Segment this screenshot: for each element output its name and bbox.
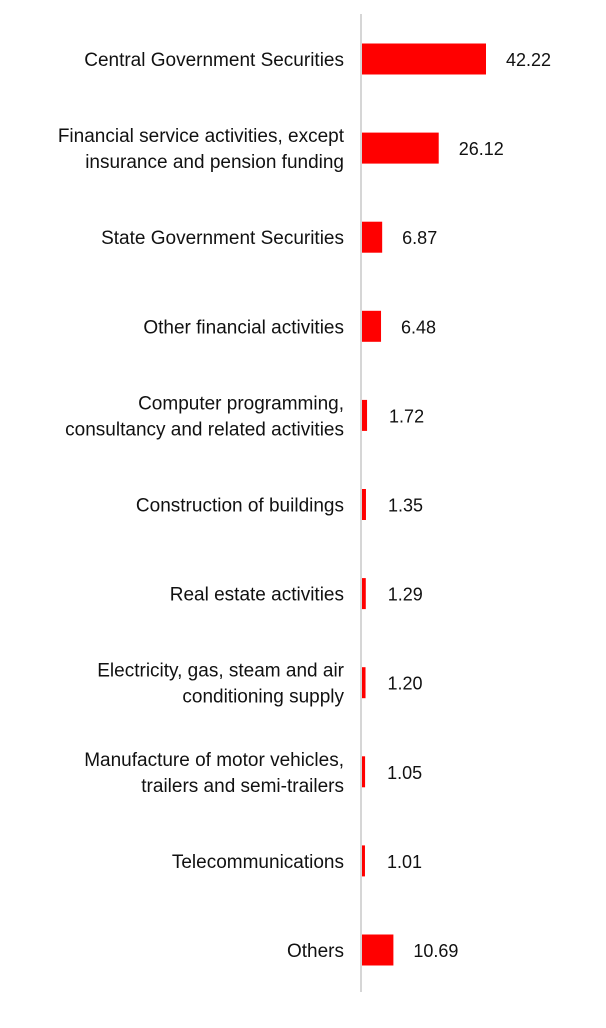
bar-6 [362, 578, 366, 610]
data-label-6: 1.29 [388, 585, 423, 605]
category-label-10: Others [287, 941, 344, 962]
bar-7 [362, 667, 366, 699]
data-label-2: 6.87 [402, 228, 437, 248]
data-label-0: 42.22 [506, 50, 551, 70]
bar-3 [362, 310, 382, 342]
category-label-4-line-1: consultancy and related activities [65, 419, 344, 440]
category-label-1-line-1: insurance and pension funding [85, 152, 344, 173]
bar-8 [362, 756, 366, 788]
bar-2 [362, 221, 383, 253]
category-label-8-line-1: trailers and semi-trailers [141, 776, 344, 797]
data-label-10: 10.69 [413, 941, 458, 961]
category-label-6: Real estate activities [170, 585, 344, 606]
data-label-1: 26.12 [459, 139, 504, 159]
category-label-7-line-0: Electricity, gas, steam and air [97, 661, 344, 682]
data-label-9: 1.01 [387, 852, 422, 872]
category-label-2: State Government Securities [101, 228, 344, 249]
data-label-4: 1.72 [389, 406, 424, 426]
bar-9 [362, 845, 365, 877]
category-label-7-line-1: conditioning supply [182, 687, 344, 708]
category-label-1-line-0: Financial service activities, except [58, 126, 345, 147]
bar-10 [362, 934, 394, 966]
bar-4 [362, 399, 368, 431]
category-label-5: Construction of buildings [136, 496, 344, 517]
data-label-8: 1.05 [387, 763, 422, 783]
category-label-4-line-0: Computer programming, [138, 393, 344, 414]
bar-0 [362, 43, 486, 75]
category-label-9: Telecommunications [172, 852, 344, 873]
bar-5 [362, 489, 366, 520]
category-label-3: Other financial activities [143, 317, 344, 338]
bar-1 [362, 132, 439, 164]
data-label-3: 6.48 [401, 317, 436, 337]
category-label-0: Central Government Securities [84, 50, 344, 71]
data-label-7: 1.20 [388, 674, 423, 694]
data-label-5: 1.35 [388, 496, 423, 516]
category-label-8-line-0: Manufacture of motor vehicles, [84, 750, 344, 771]
